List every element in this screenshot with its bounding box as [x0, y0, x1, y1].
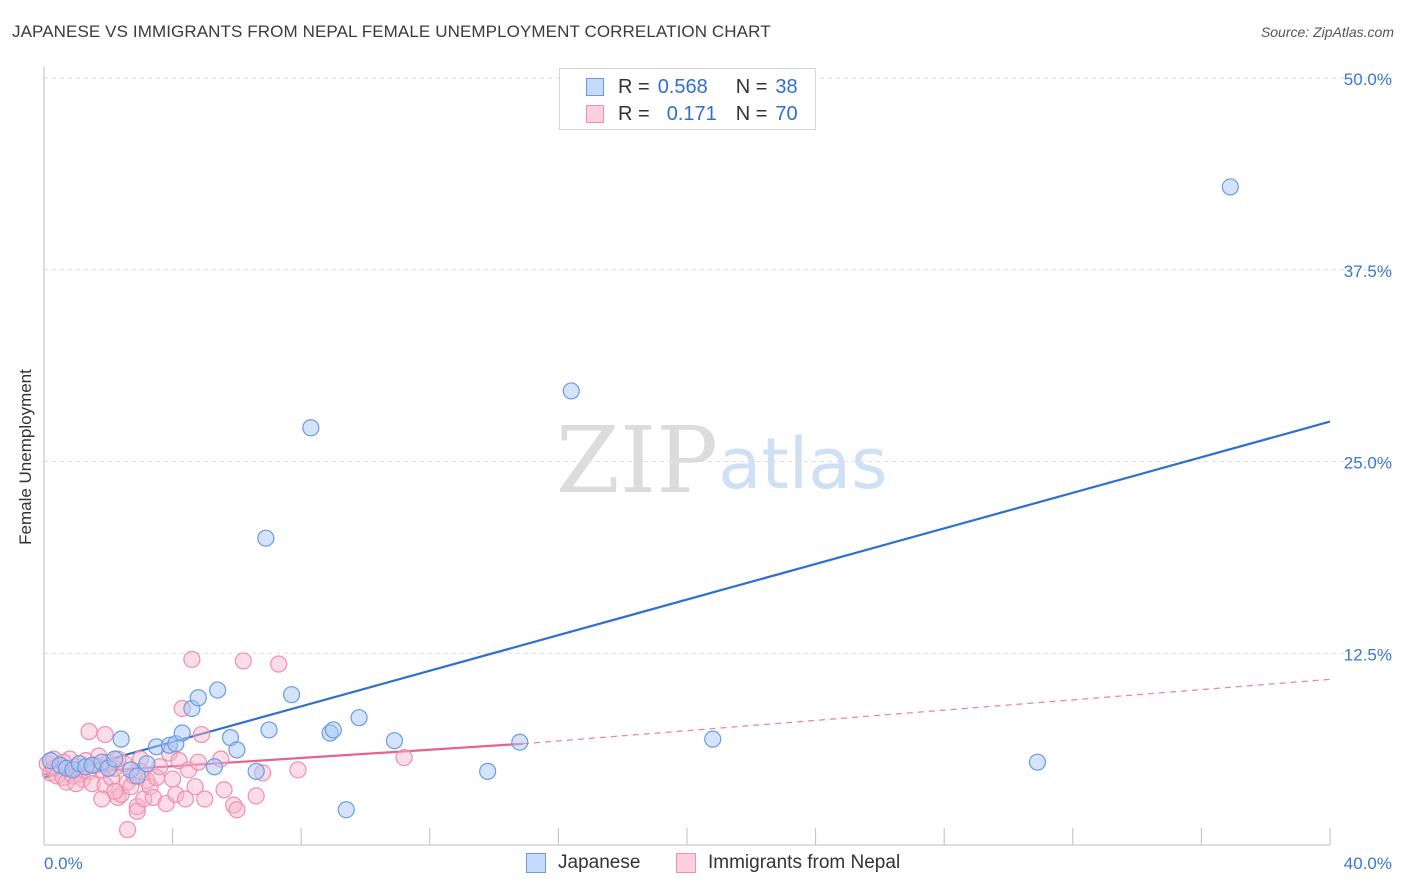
- japanese-point: [282, 686, 301, 704]
- nepal-point: [106, 782, 124, 800]
- nepal-point: [192, 725, 211, 744]
- japanese-point: [302, 419, 320, 437]
- nepal-point: [395, 748, 413, 767]
- nepal-point: [96, 725, 114, 744]
- chart-title: JAPANESE VS IMMIGRANTS FROM NEPAL FEMALE…: [12, 22, 771, 41]
- y-tick-label: 50.0%: [1344, 70, 1392, 89]
- nepal-point: [196, 790, 214, 808]
- x-tick-label: 40.0%: [1344, 854, 1392, 873]
- japanese-point: [189, 689, 207, 707]
- n-label-japanese: N =: [735, 75, 768, 98]
- legend-row-japanese: R = 0.568 N = 38: [586, 75, 798, 99]
- n-label-nepal: N =: [735, 102, 768, 125]
- legend-row-nepal: R = 0.171 N = 70: [586, 102, 798, 126]
- japanese-point: [337, 801, 355, 819]
- x-tick-label: 0.0%: [44, 854, 83, 873]
- bottom-legend-japanese: Japanese: [526, 852, 640, 874]
- nepal-point: [247, 787, 265, 805]
- japanese-point: [228, 741, 246, 759]
- japanese-point: [562, 382, 580, 400]
- japanese-point: [324, 721, 342, 739]
- y-tick-label: 25.0%: [1344, 454, 1392, 473]
- japanese-point: [173, 724, 191, 742]
- japanese-point: [138, 755, 156, 773]
- bottom-nepal-label: Immigrants from Nepal: [708, 852, 901, 873]
- japanese-point: [260, 721, 278, 739]
- japanese-trend-line: [43, 420, 1331, 779]
- r-value-japanese: 0.568: [657, 75, 708, 98]
- japanese-point: [209, 681, 227, 699]
- japanese-point: [1221, 178, 1239, 196]
- nepal-point: [176, 790, 195, 808]
- japanese-point: [205, 758, 223, 776]
- bottom-nepal-swatch: [676, 853, 696, 873]
- nepal-point: [270, 655, 288, 673]
- nepal-point: [289, 761, 307, 779]
- bottom-japanese-label: Japanese: [558, 852, 641, 873]
- source-label: Source: ZipAtlas.com: [1260, 24, 1394, 40]
- nepal-point: [228, 801, 246, 819]
- nepal-point: [118, 821, 137, 839]
- bottom-japanese-swatch: [526, 853, 546, 873]
- japanese-point: [247, 762, 265, 780]
- japanese-point: [106, 750, 124, 768]
- r-value-nepal: 0.171: [666, 102, 717, 125]
- nepal-point: [141, 778, 159, 796]
- nepal-point: [80, 722, 98, 741]
- japanese-point: [479, 762, 497, 780]
- nepal-point: [183, 650, 201, 668]
- nepal-swatch: [586, 105, 604, 123]
- japanese-point: [128, 767, 146, 785]
- n-value-nepal: 70: [775, 102, 798, 125]
- nepal-point: [225, 796, 243, 814]
- y-tick-label: 37.5%: [1344, 262, 1392, 281]
- nepal-trend-extension: [522, 678, 1331, 745]
- japanese-point: [385, 732, 404, 750]
- japanese-point: [350, 709, 368, 727]
- japanese-point: [704, 730, 722, 748]
- nepal-point: [186, 778, 204, 796]
- japanese-point: [511, 733, 529, 751]
- nepal-point: [189, 753, 207, 771]
- nepal-point: [167, 785, 185, 803]
- watermark-atlas: atlas: [718, 423, 887, 505]
- n-value-japanese: 38: [775, 75, 798, 98]
- correlation-legend: R = 0.568 N = 38 R = 0.171 N = 70: [559, 68, 816, 130]
- nepal-point: [164, 770, 182, 788]
- japanese-point: [112, 730, 130, 748]
- japanese-point: [1028, 753, 1047, 771]
- r-label-japanese: R =: [618, 75, 650, 98]
- japanese-swatch: [586, 78, 604, 96]
- watermark-zip: ZIP: [556, 407, 718, 514]
- r-label-nepal: R =: [618, 102, 650, 125]
- japanese-point: [257, 529, 275, 547]
- nepal-point: [215, 781, 233, 799]
- bottom-legend-nepal: Immigrants from Nepal: [676, 852, 900, 874]
- nepal-point: [234, 652, 252, 670]
- y-tick-label: 12.5%: [1344, 645, 1392, 664]
